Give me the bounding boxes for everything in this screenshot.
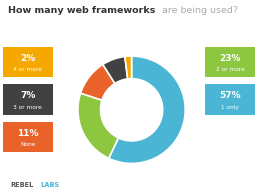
Wedge shape (125, 56, 132, 79)
Text: 57%: 57% (220, 91, 241, 100)
Text: 23%: 23% (220, 54, 241, 63)
Wedge shape (109, 56, 185, 163)
Wedge shape (103, 56, 128, 83)
Text: 11%: 11% (17, 129, 38, 138)
Text: 7%: 7% (20, 91, 35, 100)
Text: 2 or more: 2 or more (216, 67, 245, 72)
Text: LABS: LABS (40, 182, 59, 188)
Text: 1 only: 1 only (221, 104, 239, 110)
Text: are being used?: are being used? (159, 6, 238, 15)
Wedge shape (78, 93, 118, 158)
Text: How many web frameworks: How many web frameworks (8, 6, 155, 15)
Text: REBEL: REBEL (10, 182, 34, 188)
Text: 4 or more: 4 or more (13, 67, 42, 72)
Text: None: None (20, 142, 36, 147)
Wedge shape (80, 64, 115, 100)
Text: 3 or more: 3 or more (13, 104, 42, 110)
Text: 2%: 2% (20, 54, 35, 63)
